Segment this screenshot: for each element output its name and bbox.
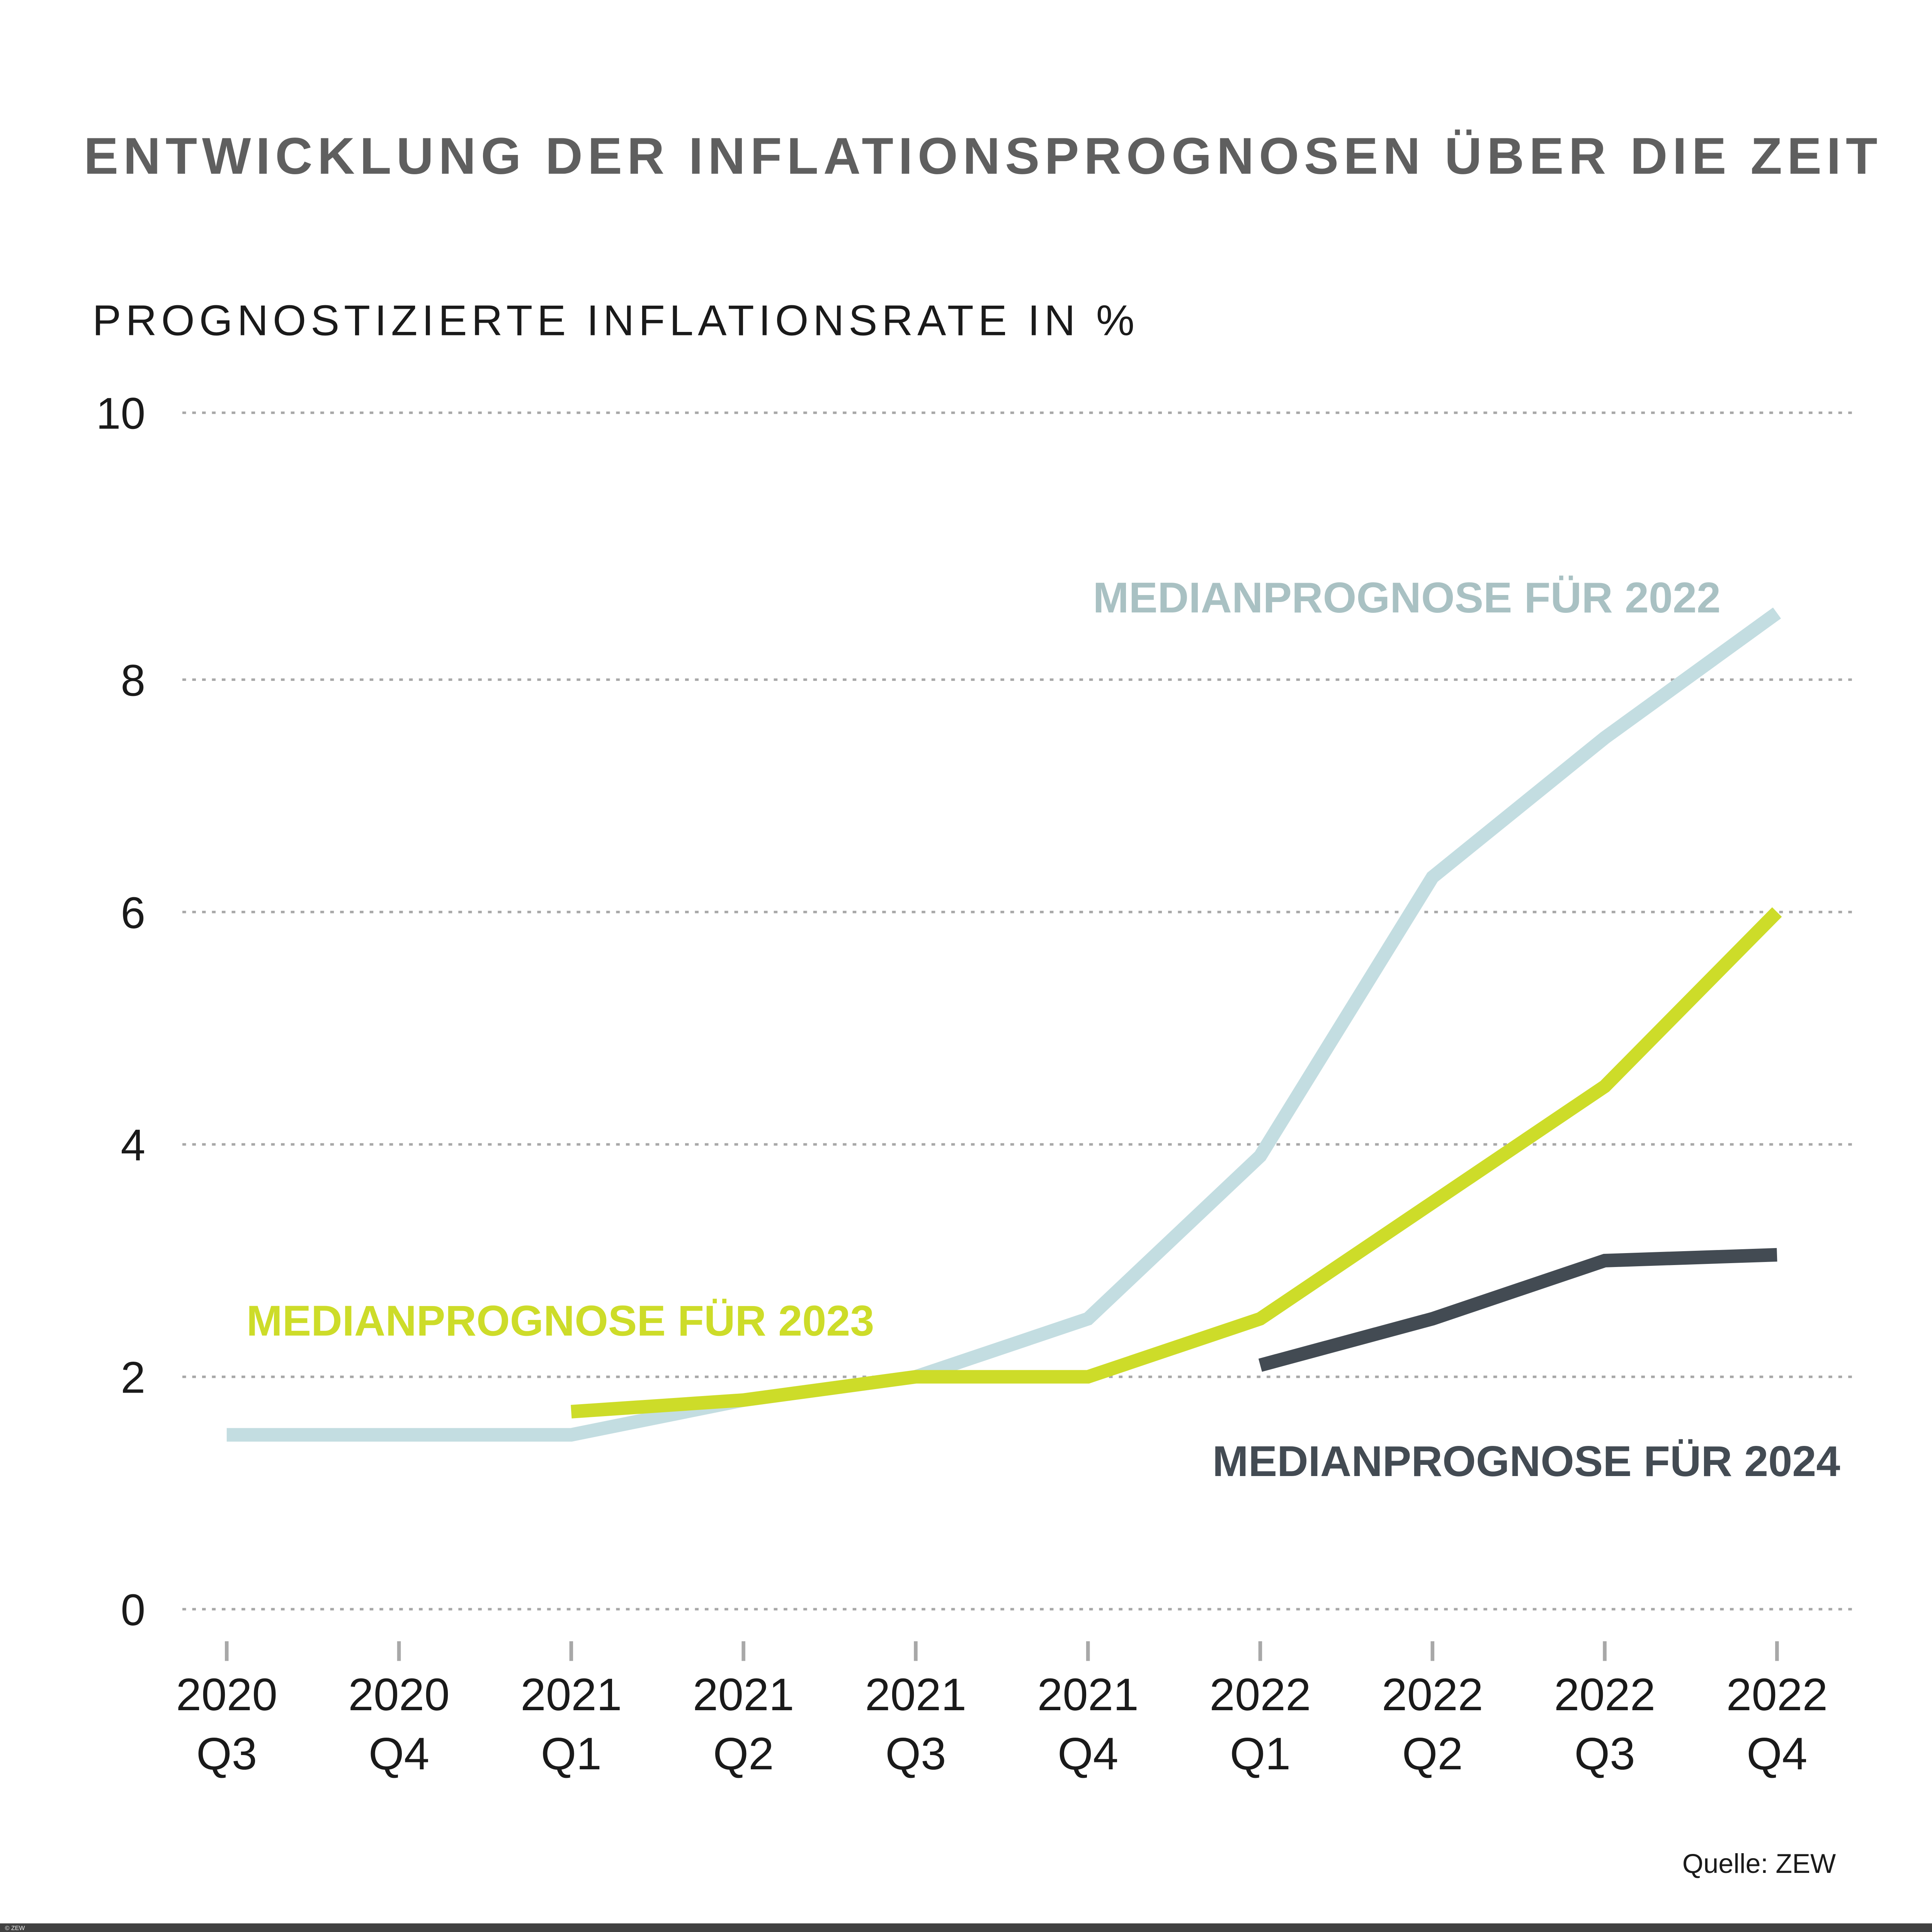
x-tick-label-year: 2022 (1554, 1669, 1655, 1720)
series-label-2022: MEDIANPROGNOSE FÜR 2022 (1093, 573, 1721, 622)
x-tick-label-year: 2021 (865, 1669, 966, 1720)
series-lines (226, 607, 1782, 1442)
y-tick-label: 2 (121, 1353, 145, 1403)
gridlines (182, 412, 1856, 1611)
x-tick-label-quarter: Q4 (1058, 1728, 1118, 1779)
source-note: Quelle: ZEW (1682, 1848, 1836, 1879)
y-axis-ticks: 0 2 4 6 8 10 (96, 389, 146, 1635)
y-tick-label: 0 (121, 1585, 145, 1635)
x-tick-label-year: 2020 (348, 1669, 449, 1720)
x-tick-label-quarter: Q2 (713, 1728, 774, 1779)
x-tick-label-quarter: Q3 (885, 1728, 946, 1779)
y-tick-label: 6 (121, 888, 145, 938)
y-tick-label: 8 (121, 656, 145, 705)
x-tick-label-quarter: Q1 (541, 1728, 602, 1779)
x-tick-label-year: 2021 (520, 1669, 622, 1720)
x-tick-label-quarter: Q3 (1574, 1728, 1635, 1779)
x-tick-label-year: 2022 (1382, 1669, 1483, 1720)
x-tick-label-year: 2021 (1037, 1669, 1138, 1720)
series-label-2024: MEDIANPROGNOSE FÜR 2024 (1213, 1437, 1840, 1485)
x-tick-label-quarter: Q4 (1747, 1728, 1807, 1779)
series-line-2024 (1258, 1248, 1777, 1372)
x-tick-label-quarter: Q3 (196, 1728, 257, 1779)
series-label-2023: MEDIANPROGNOSE FÜR 2023 (247, 1297, 874, 1345)
x-tick-label-quarter: Q1 (1230, 1728, 1291, 1779)
footer-bar (0, 1923, 1932, 1932)
x-tick-label-year: 2021 (693, 1669, 794, 1720)
series-line-2023 (571, 907, 1782, 1418)
x-tick-label-year: 2022 (1209, 1669, 1311, 1720)
x-tick-label-quarter: Q2 (1402, 1728, 1463, 1779)
x-tick-label-year: 2020 (176, 1669, 277, 1720)
x-tick-label-year: 2022 (1726, 1669, 1828, 1720)
series-line-2022 (226, 607, 1781, 1442)
y-tick-label: 4 (121, 1121, 145, 1170)
copyright-text: © ZEW (5, 1925, 25, 1932)
chart-title: ENTWICKLUNG DER INFLATIONSPROGNOSEN ÜBER… (84, 128, 1883, 185)
y-axis-title: PROGNOSTIZIERTE INFLATIONSRATE IN % (92, 296, 1139, 344)
x-axis-ticks: 2020 Q3 2020 Q4 2021 Q1 2021 Q2 2021 Q3 2021 Q4 2022… (176, 1641, 1828, 1779)
y-tick-label: 10 (96, 389, 146, 439)
x-tick-label-quarter: Q4 (369, 1728, 429, 1779)
